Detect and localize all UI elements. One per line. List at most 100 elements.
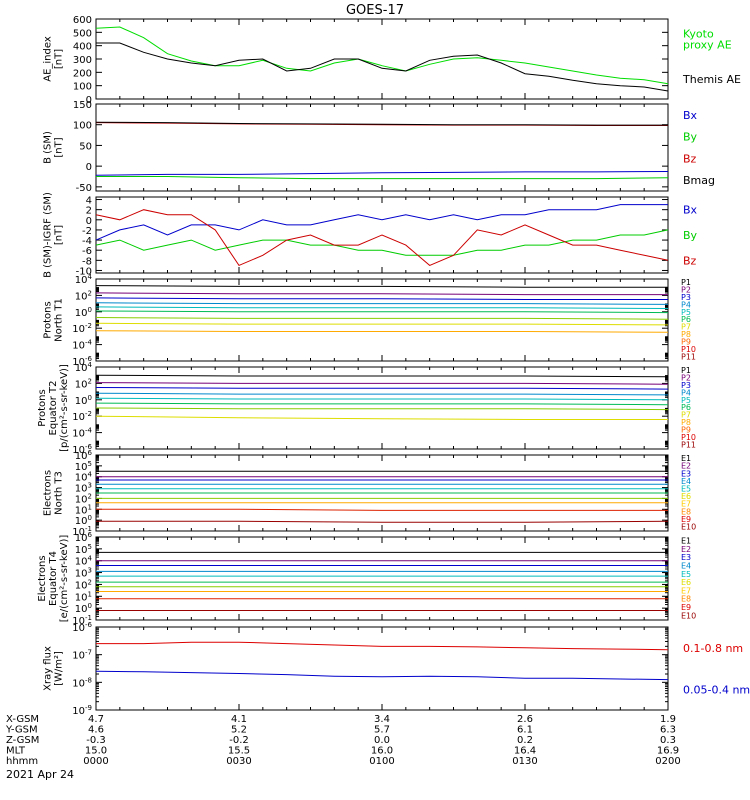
x-row-value: 5.7 [374,725,390,736]
series-p3 [95,387,669,390]
x-row-value: 2.6 [517,714,533,725]
series-p6 [95,310,669,314]
y-axis-label: B (SM)-IGRF (SM) [43,192,54,278]
y-tick-exponent: 4 [88,273,93,281]
y-tick-label: 104 [75,361,93,374]
series-p1 [95,374,669,378]
y-tick-exponent: -9 [85,704,92,712]
series-p5 [95,306,669,309]
series-p1 [95,285,668,288]
series-0-1-0-8-nm [96,641,669,651]
y-tick-exponent: 3 [88,567,92,575]
y-tick-label: 4 [86,196,92,207]
legend-entry: E8 [681,595,691,604]
x-row-value: 0100 [369,756,394,767]
legend-entry: P5 [681,396,691,405]
legend-entry: E3 [681,553,691,562]
y-axis-label: [W/m²] [54,651,65,686]
y-tick-exponent: -1 [85,525,92,533]
legend-entry: E10 [681,611,696,620]
y-tick-label: -6 [82,246,92,257]
y-tick-label: 150 [73,100,92,111]
series-p2 [95,382,669,385]
x-row-label: Z-GSM [6,735,39,746]
y-tick-exponent: 1 [88,590,92,598]
legend-entry: P10 [681,345,696,354]
legend-entry: P1 [681,278,691,287]
y-tick-exponent: 1 [88,503,92,511]
legend-entry: Bz [683,254,697,267]
y-tick-label: -2 [82,226,92,237]
legend-entry: P6 [681,403,691,412]
legend-entry: E2 [681,462,691,471]
panel-ae: 0 100 200 300 400 500 600 AE_index [nT] Kyotoprox… [43,15,741,106]
y-tick-exponent: -1 [85,614,92,622]
series-p2 [95,292,668,296]
y-axis-label: Protons [37,389,48,426]
y-tick-exponent: 6 [88,531,93,539]
y-tick-label: 50 [79,141,92,152]
y-tick-exponent: 0 [88,306,92,314]
x-row-value: -0.2 [229,735,249,746]
legend-entry: P7 [681,323,691,332]
legend-entry: E1 [681,537,691,546]
panel-frame [95,18,669,100]
panel-frame [95,278,669,362]
y-tick-label: -10 [76,266,92,277]
x-row-value: 6.1 [517,725,533,736]
x-row-value: 3.4 [374,714,390,725]
legend-entry: E6 [681,578,691,587]
x-row-label: X-GSM [6,714,39,725]
series-bx [95,171,669,176]
y-tick-label: -4 [82,236,92,247]
x-row-value: 0.3 [660,735,676,746]
x-row-value: 6.3 [660,725,676,736]
series-p5 [95,397,669,401]
series-by [95,229,669,256]
legend-entry: E7 [681,500,691,509]
x-row-label: MLT [6,746,26,757]
legend-entry: P11 [681,353,696,362]
legend-entry: E6 [681,492,691,501]
legend-entry: P2 [681,373,691,382]
panel-frame [95,626,669,711]
legend-entry: Kyoto [683,28,714,41]
legend-entry: E9 [681,515,691,524]
y-axis-label: [p/(cm²-s-sr-keV)] [59,364,70,452]
x-row-value: 0130 [512,756,537,767]
y-tick-exponent: 5 [88,543,92,551]
y-tick-exponent: 0 [88,514,92,522]
series-p9 [95,330,669,333]
y-axis-label: North T3 [54,471,65,515]
x-row-value: 4.1 [231,714,247,725]
y-axis-label: [nT] [54,137,65,157]
legend-entry: 0.05-0.4 nm [683,683,750,696]
legend-entry: proxy AE [683,39,732,52]
y-tick-label: 0 [86,216,92,227]
y-tick-label: 0 [86,162,92,173]
y-tick-label: 10-8 [72,676,92,689]
x-row-value: -0.3 [86,735,106,746]
figure-title: GOES-17 [346,3,404,18]
x-row-value: 15.0 [85,746,107,757]
y-tick-label: -50 [76,183,92,194]
y-tick-exponent: 3 [88,482,92,490]
legend-entry: By [683,229,698,242]
y-tick-label: 10-2 [72,410,92,423]
x-row-value: 0.2 [517,735,533,746]
y-axis-label: Equator T4 [48,551,59,606]
legend-entry: P3 [681,381,691,390]
legend-entry: E4 [681,562,691,571]
date-label: 2021 Apr 24 [6,768,74,781]
y-tick-label: 200 [73,68,92,79]
x-axis-table: 2021 Apr 24 X-GSM 4.7 4.1 3.4 2.6 1.9 Y-GSM 4.6… [5,714,681,781]
series-p8 [95,415,668,420]
series-p3 [95,297,668,300]
y-tick-exponent: -2 [85,322,92,330]
legend-entry: By [683,131,698,144]
